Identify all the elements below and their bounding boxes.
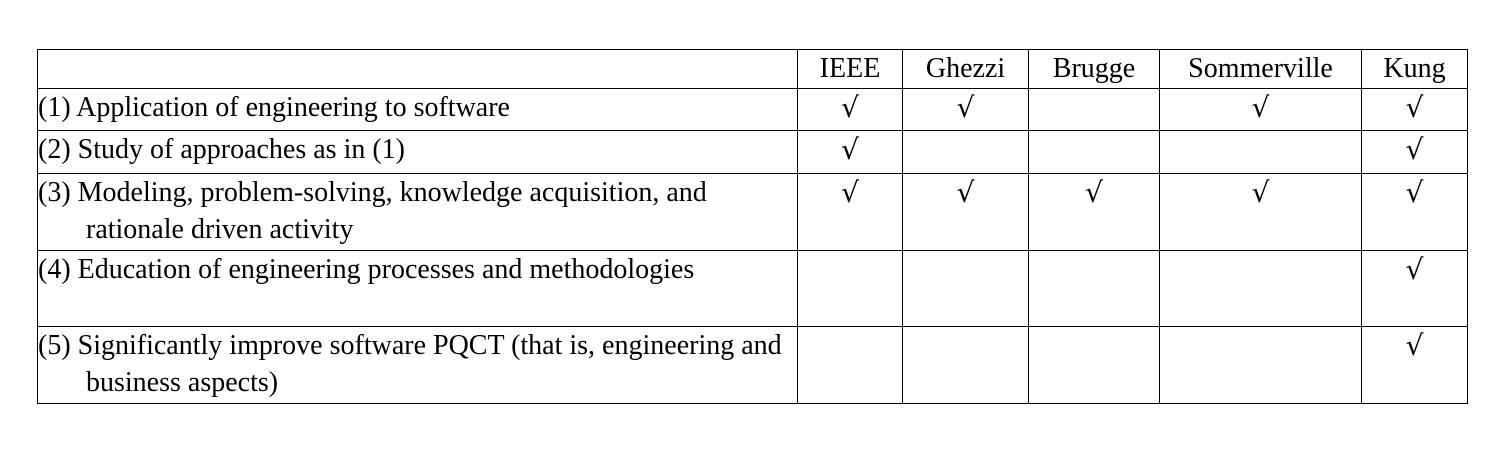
mark-cell: √ [1159,88,1362,131]
row-label-cell: (4) Education of engineering processes a… [37,250,798,327]
row-label-cell: (1) Application of engineering to softwa… [37,88,798,131]
mark-cell: √ [1361,173,1468,251]
header-ieee: IEEE [797,49,903,89]
mark-cell: √ [797,130,903,174]
mark-cell [797,250,903,327]
table-row: (5) Significantly improve software PQCT … [37,326,1468,404]
mark-cell: √ [797,173,903,251]
table-row: (2) Study of approaches as in (1) √ √ [37,130,1468,174]
check-mark: √ [1251,91,1270,124]
row-label-cell: (2) Study of approaches as in (1) [37,130,798,174]
mark-cell: √ [1159,173,1362,251]
check-mark: √ [1251,176,1270,209]
header-kung: Kung [1361,49,1468,89]
check-mark: √ [1405,329,1424,362]
row-label-cell: (3) Modeling, problem-solving, knowledge… [37,173,798,251]
row-label: (1) Application of engineering to softwa… [38,92,510,123]
check-mark: √ [841,176,859,209]
mark-cell: √ [1361,88,1468,131]
check-mark: √ [841,91,859,124]
row-label: (2) Study of approaches as in (1) [38,134,406,165]
check-mark: √ [956,91,975,124]
check-mark: √ [841,133,859,166]
check-mark: √ [1405,253,1424,286]
check-mark: √ [1405,176,1424,209]
header-row: IEEE Ghezzi Brugge Sommerville Kung [37,49,1468,89]
mark-cell: √ [1028,173,1160,251]
row-label: (4) Education of engineering processes a… [38,254,695,285]
row-label-cell: (5) Significantly improve software PQCT … [37,326,798,404]
mark-cell [1028,250,1160,327]
definitions-comparison-table: IEEE Ghezzi Brugge Sommerville Kung (1) … [37,49,1468,404]
mark-cell: √ [1361,130,1468,174]
check-mark: √ [1405,91,1424,124]
check-mark: √ [956,176,975,209]
header-brugge: Brugge [1028,49,1160,89]
check-mark: √ [1085,176,1103,209]
mark-cell [1028,326,1160,404]
row-label: (5) Significantly improve software PQCT … [38,330,782,398]
header-ghezzi: Ghezzi [902,49,1029,89]
row-label: (3) Modeling, problem-solving, knowledge… [38,177,707,245]
mark-cell: √ [902,173,1029,251]
mark-cell: √ [1361,326,1468,404]
mark-cell [1159,326,1362,404]
mark-cell [797,326,903,404]
header-empty-cell [37,49,798,89]
mark-cell [1159,250,1362,327]
table-row: (1) Application of engineering to softwa… [37,88,1468,131]
check-mark: √ [1405,133,1424,166]
header-sommerville: Sommerville [1159,49,1362,89]
mark-cell [1028,130,1160,174]
mark-cell [902,326,1029,404]
table-row: (3) Modeling, problem-solving, knowledge… [37,173,1468,251]
table-row: (4) Education of engineering processes a… [37,250,1468,327]
mark-cell [1159,130,1362,174]
mark-cell [902,130,1029,174]
mark-cell: √ [902,88,1029,131]
mark-cell [1028,88,1160,131]
mark-cell: √ [797,88,903,131]
mark-cell: √ [1361,250,1468,327]
mark-cell [902,250,1029,327]
